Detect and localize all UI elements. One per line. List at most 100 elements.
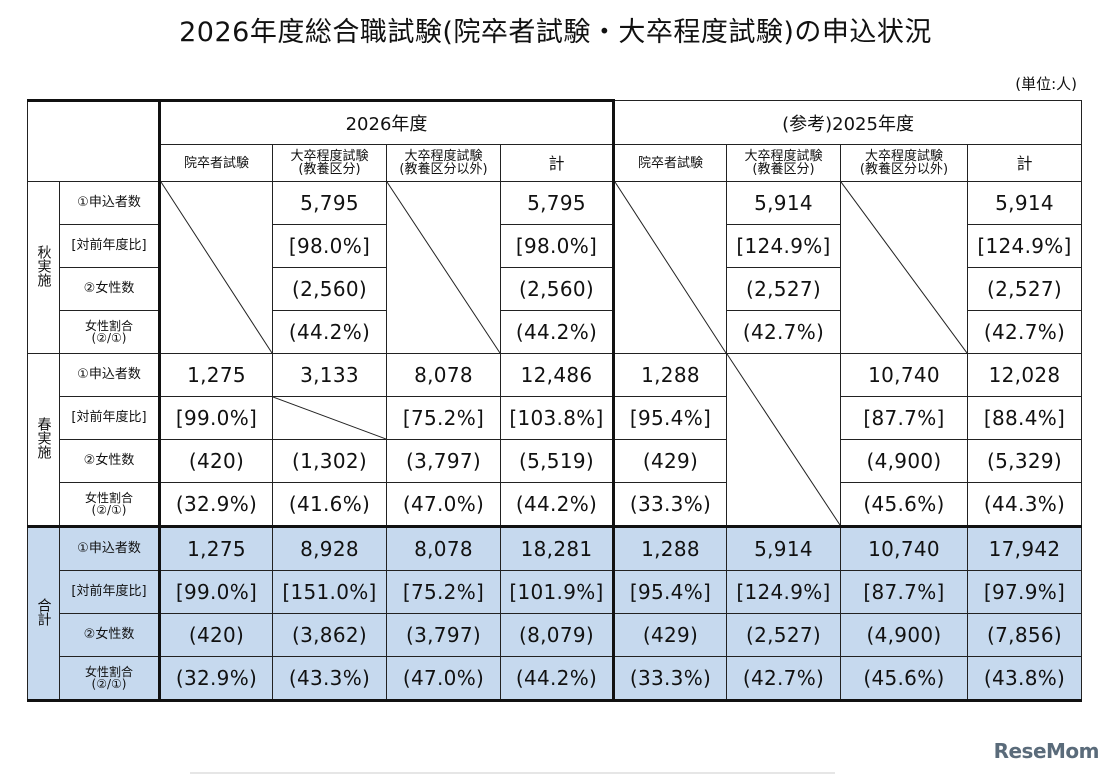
divider bbox=[190, 772, 835, 774]
value-cell: (44.2%) bbox=[500, 656, 615, 702]
value-cell: [99.0%] bbox=[158, 570, 273, 614]
unit-label: (単位:人) bbox=[1015, 75, 1077, 93]
value-cell: (429) bbox=[613, 613, 727, 657]
value-cell: 17,942 bbox=[966, 525, 1083, 571]
table-row: ②女性数 (2,560) (2,560) (2,527) (2,527) bbox=[28, 267, 1083, 311]
value-cell: 12,028 bbox=[966, 353, 1083, 397]
col-header: 院卒者試験 bbox=[613, 144, 727, 182]
value-cell: [151.0%] bbox=[272, 570, 387, 614]
applications-table: 2026年度 (参考)2025年度 院卒者試験 大卒程度試験 (教養区分) 大卒… bbox=[27, 99, 1083, 702]
table-row: 女性割合 (②/①) (32.9%) (43.3%) (47.0%) (44.2… bbox=[28, 656, 1083, 702]
page-title: 2026年度総合職試験(院卒者試験・大卒程度試験)の申込状況 bbox=[179, 17, 932, 48]
value-cell: [124.9%] bbox=[966, 224, 1083, 268]
value-cell: 12,486 bbox=[500, 353, 615, 397]
value-cell: (44.2%) bbox=[500, 310, 615, 354]
value-cell: (32.9%) bbox=[158, 656, 273, 702]
value-cell: (41.6%) bbox=[272, 482, 387, 527]
value-cell: 1,288 bbox=[613, 525, 727, 571]
section-label: 秋実施 bbox=[27, 181, 60, 354]
value-cell: (429) bbox=[613, 439, 727, 483]
row-label: 女性割合 (②/①) bbox=[59, 310, 160, 354]
value-cell: (8,079) bbox=[500, 613, 615, 657]
table-row: ②女性数 (420) (3,862) (3,797) (8,079) (429)… bbox=[28, 613, 1083, 657]
value-cell: [124.9%] bbox=[726, 570, 841, 614]
value-cell: 8,078 bbox=[386, 353, 501, 397]
value-cell: (33.3%) bbox=[613, 482, 727, 527]
row-label: [対前年度比] bbox=[59, 570, 160, 614]
value-cell: (3,797) bbox=[386, 439, 501, 483]
value-cell: [101.9%] bbox=[500, 570, 615, 614]
value-cell: 10,740 bbox=[840, 353, 968, 397]
value-cell: (420) bbox=[158, 613, 273, 657]
col-header: 大卒程度試験 (教養区分以外) bbox=[386, 144, 501, 182]
col-header: 計 bbox=[500, 144, 615, 182]
value-cell: 3,133 bbox=[272, 353, 387, 397]
table-row: [対前年度比] [99.0%] [151.0%] [75.2%] [101.9%… bbox=[28, 570, 1083, 614]
row-label: ①申込者数 bbox=[59, 525, 160, 571]
row-label: 女性割合 (②/①) bbox=[59, 482, 160, 527]
value-cell: (5,329) bbox=[966, 439, 1083, 483]
value-cell: (2,527) bbox=[726, 267, 841, 311]
row-label: ②女性数 bbox=[59, 267, 160, 311]
value-cell: [87.7%] bbox=[840, 570, 968, 614]
header-2025: (参考)2025年度 bbox=[612, 100, 1083, 145]
corner-cell bbox=[27, 99, 160, 182]
value-cell: 5,914 bbox=[966, 181, 1083, 225]
section-label: 春実施 bbox=[27, 353, 60, 527]
value-cell: [95.4%] bbox=[613, 396, 727, 440]
value-cell: 18,281 bbox=[500, 525, 615, 571]
value-cell: 5,795 bbox=[272, 181, 387, 225]
row-label: ①申込者数 bbox=[59, 181, 160, 225]
col-header: 大卒程度試験 (教養区分) bbox=[726, 144, 841, 182]
value-cell: (3,862) bbox=[272, 613, 387, 657]
value-cell: (42.7%) bbox=[726, 310, 841, 354]
value-cell: (420) bbox=[158, 439, 273, 483]
value-cell: (44.3%) bbox=[966, 482, 1083, 527]
empty-diagonal-cell bbox=[613, 181, 727, 354]
value-cell: (47.0%) bbox=[386, 656, 501, 702]
table-row: 女性割合 (②/①) (44.2%) (44.2%) (42.7%) (42.7… bbox=[28, 310, 1083, 354]
table-row: 秋実施 ①申込者数 5,795 5,795 5,914 5,914 bbox=[27, 181, 1083, 354]
value-cell: (45.6%) bbox=[840, 482, 968, 527]
value-cell: (44.2%) bbox=[500, 482, 615, 527]
empty-diagonal-cell bbox=[272, 396, 387, 440]
value-cell: 8,928 bbox=[272, 525, 387, 571]
value-cell: 1,275 bbox=[158, 353, 273, 397]
value-cell: 10,740 bbox=[840, 525, 968, 571]
value-cell: 1,275 bbox=[158, 525, 273, 571]
value-cell: [99.0%] bbox=[158, 396, 273, 440]
empty-diagonal-cell bbox=[840, 181, 968, 354]
value-cell: (45.6%) bbox=[840, 656, 968, 702]
row-label: ②女性数 bbox=[59, 439, 160, 483]
value-cell: (42.7%) bbox=[726, 656, 841, 702]
table-row: 春実施 ①申込者数 1,275 3,133 8,078 12,486 1,288… bbox=[27, 353, 1083, 527]
value-cell: [75.2%] bbox=[386, 570, 501, 614]
header-2026: 2026年度 bbox=[158, 99, 615, 145]
value-cell: 1,288 bbox=[613, 353, 727, 397]
value-cell: (2,527) bbox=[966, 267, 1083, 311]
value-cell: 8,078 bbox=[386, 525, 501, 571]
col-header: 計 bbox=[966, 144, 1083, 182]
row-label: ①申込者数 bbox=[59, 353, 160, 397]
value-cell: [98.0%] bbox=[272, 224, 387, 268]
row-label: [対前年度比] bbox=[59, 224, 160, 268]
col-header: 大卒程度試験 (教養区分以外) bbox=[840, 144, 968, 182]
value-cell: (47.0%) bbox=[386, 482, 501, 527]
value-cell: 5,795 bbox=[500, 181, 615, 225]
section-label: 合計 bbox=[27, 525, 60, 702]
value-cell: [95.4%] bbox=[613, 570, 727, 614]
col-header: 大卒程度試験 (教養区分) bbox=[272, 144, 387, 182]
value-cell: [97.9%] bbox=[966, 570, 1083, 614]
value-cell: (44.2%) bbox=[272, 310, 387, 354]
row-label: 女性割合 (②/①) bbox=[59, 656, 160, 702]
row-label: [対前年度比] bbox=[59, 396, 160, 440]
value-cell: (2,527) bbox=[726, 613, 841, 657]
table-row: [対前年度比] [98.0%] [98.0%] [124.9%] [124.9%… bbox=[28, 224, 1083, 268]
value-cell: (7,856) bbox=[966, 613, 1083, 657]
value-cell: [124.9%] bbox=[726, 224, 841, 268]
row-label: ②女性数 bbox=[59, 613, 160, 657]
table-row: 女性割合 (②/①) (32.9%) (41.6%) (47.0%) (44.2… bbox=[28, 482, 1083, 527]
empty-diagonal-cell bbox=[386, 181, 501, 354]
value-cell: [98.0%] bbox=[500, 224, 615, 268]
resemom-logo: ReseMom bbox=[993, 739, 1100, 763]
